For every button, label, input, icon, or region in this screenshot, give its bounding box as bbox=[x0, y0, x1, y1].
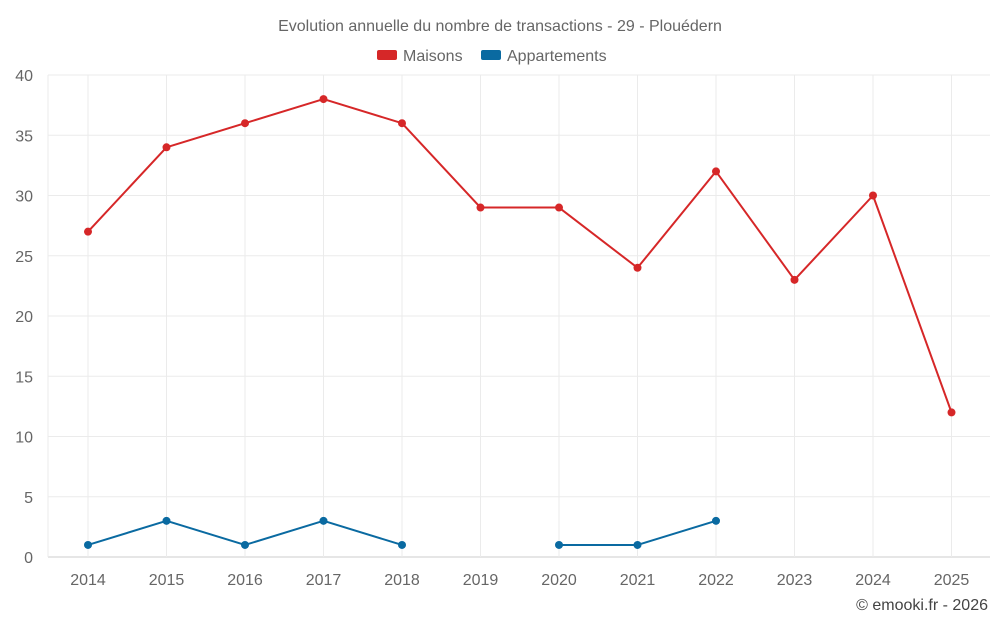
x-tick-label: 2016 bbox=[227, 572, 263, 589]
series-maisons bbox=[84, 95, 956, 417]
x-tick-label: 2018 bbox=[384, 572, 420, 589]
grid bbox=[47, 74, 990, 558]
y-tick-label: 15 bbox=[15, 369, 33, 386]
legend: Maisons Appartements bbox=[377, 48, 607, 65]
y-tick-label: 0 bbox=[24, 550, 33, 567]
data-point[interactable] bbox=[162, 143, 171, 152]
series-group bbox=[84, 95, 956, 549]
x-tick-label: 2017 bbox=[306, 572, 342, 589]
x-tick-label: 2020 bbox=[541, 572, 577, 589]
legend-label: Maisons bbox=[403, 48, 463, 65]
x-tick-label: 2014 bbox=[70, 572, 106, 589]
legend-item-appartements[interactable]: Appartements bbox=[481, 48, 607, 65]
data-point[interactable] bbox=[712, 516, 720, 525]
legend-swatch bbox=[377, 50, 397, 60]
data-point[interactable] bbox=[84, 227, 92, 236]
data-point[interactable] bbox=[476, 203, 485, 212]
data-point[interactable] bbox=[712, 167, 720, 176]
y-tick-label: 20 bbox=[15, 309, 33, 326]
copyright-text: © emooki.fr - 2026 bbox=[856, 597, 988, 614]
x-axis: 2014 2015 2016 2017 2018 2019 2020 2021 2022 2023… bbox=[70, 572, 969, 589]
data-point[interactable] bbox=[555, 540, 563, 549]
x-tick-label: 2019 bbox=[463, 572, 499, 589]
legend-item-maisons[interactable]: Maisons bbox=[377, 48, 463, 65]
data-point[interactable] bbox=[398, 119, 406, 128]
y-tick-label: 40 bbox=[15, 68, 33, 85]
data-point[interactable] bbox=[162, 516, 171, 525]
data-point[interactable] bbox=[241, 540, 249, 549]
data-point[interactable] bbox=[319, 516, 328, 525]
chart-title: Evolution annuelle du nombre de transact… bbox=[278, 18, 722, 35]
data-point[interactable] bbox=[555, 203, 563, 212]
data-point[interactable] bbox=[947, 408, 956, 417]
data-point[interactable] bbox=[869, 191, 877, 200]
data-point[interactable] bbox=[633, 263, 642, 272]
data-point[interactable] bbox=[398, 540, 406, 549]
x-tick-label: 2022 bbox=[698, 572, 734, 589]
data-point[interactable] bbox=[84, 540, 92, 549]
x-tick-label: 2015 bbox=[149, 572, 185, 589]
data-point[interactable] bbox=[241, 119, 249, 128]
x-tick-label: 2023 bbox=[777, 572, 813, 589]
y-tick-label: 10 bbox=[15, 430, 33, 447]
y-axis: 0 5 10 15 20 25 30 35 40 bbox=[15, 68, 33, 567]
legend-label: Appartements bbox=[507, 48, 607, 65]
y-tick-label: 5 bbox=[24, 490, 33, 507]
data-point[interactable] bbox=[790, 275, 799, 284]
x-tick-label: 2025 bbox=[934, 572, 970, 589]
y-tick-label: 35 bbox=[15, 128, 33, 145]
y-tick-label: 25 bbox=[15, 249, 33, 266]
x-tick-label: 2024 bbox=[855, 572, 891, 589]
x-tick-label: 2021 bbox=[620, 572, 656, 589]
series-line bbox=[87, 98, 953, 413]
data-point[interactable] bbox=[633, 540, 642, 549]
y-tick-label: 30 bbox=[15, 189, 33, 206]
series-appartements bbox=[84, 516, 720, 549]
legend-swatch bbox=[481, 50, 501, 60]
data-point[interactable] bbox=[319, 95, 328, 104]
